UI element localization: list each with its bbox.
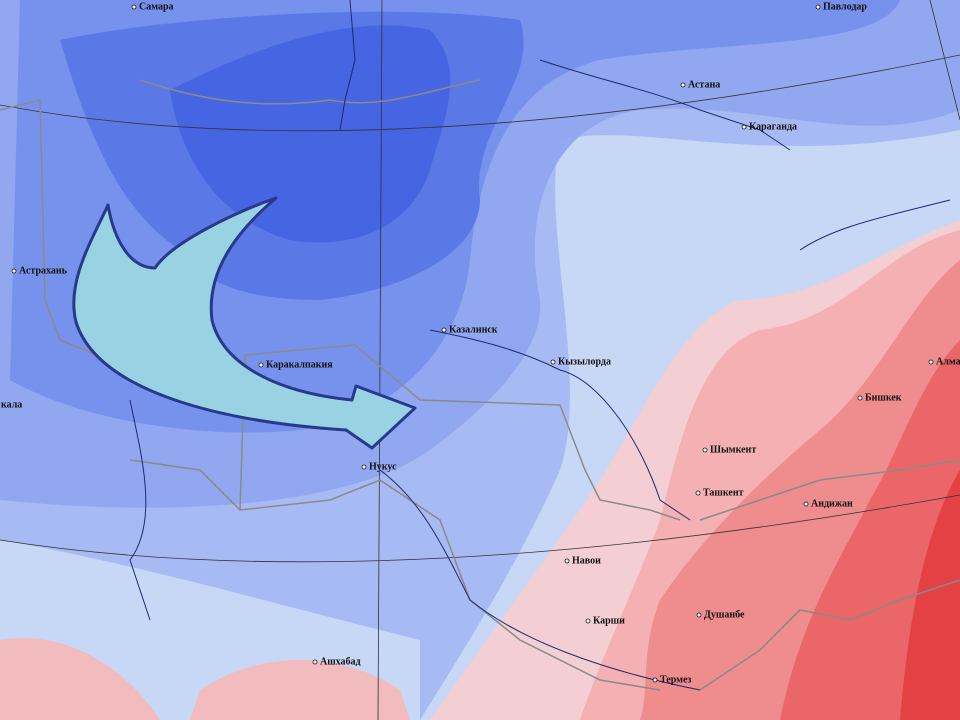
river-line bbox=[799, 199, 951, 251]
city-marker bbox=[585, 618, 591, 624]
city-marker bbox=[652, 677, 658, 683]
city-marker bbox=[11, 268, 17, 274]
border-line bbox=[129, 459, 661, 691]
city-marker bbox=[312, 659, 318, 665]
city-label: Караганда bbox=[749, 121, 797, 132]
city-label: Самара bbox=[139, 1, 174, 12]
temperature-band bbox=[170, 25, 451, 243]
border-line bbox=[699, 579, 960, 691]
city-label: Андижан bbox=[811, 498, 853, 509]
temperature-band bbox=[190, 660, 410, 720]
graticule-line bbox=[0, 494, 960, 563]
city-marker bbox=[702, 447, 708, 453]
river-line bbox=[539, 59, 791, 151]
border-line bbox=[699, 459, 960, 521]
city-label: Бишкек bbox=[865, 392, 902, 403]
city-marker bbox=[803, 501, 809, 507]
river-line bbox=[129, 399, 151, 621]
city-label: Астана bbox=[688, 79, 720, 90]
cities: Самара Павлодар Астана Караганда Астрахань ка… bbox=[1, 1, 960, 685]
city-marker bbox=[696, 612, 702, 618]
border-line bbox=[139, 79, 481, 105]
city-label: Навои bbox=[572, 555, 601, 566]
city-label: кала bbox=[1, 399, 22, 410]
river-line bbox=[379, 469, 701, 691]
city-marker bbox=[361, 464, 367, 470]
city-marker bbox=[680, 82, 686, 88]
temperature-band bbox=[0, 638, 160, 720]
graticule-line bbox=[929, 0, 960, 121]
city-label: Карши bbox=[593, 615, 625, 626]
city-label: Кызылорда bbox=[558, 356, 611, 367]
city-label: Шымкент bbox=[710, 444, 756, 455]
city-marker bbox=[695, 490, 701, 496]
border-line bbox=[239, 344, 681, 521]
graticule-line bbox=[377, 0, 383, 720]
city-label: Астрахань bbox=[19, 265, 68, 276]
city-label: Алма bbox=[936, 356, 960, 367]
city-marker bbox=[857, 395, 863, 401]
city-marker bbox=[131, 4, 137, 10]
graticule-line bbox=[0, 54, 960, 132]
city-marker bbox=[928, 359, 934, 365]
city-label: Каракалпакия bbox=[266, 359, 333, 370]
city-marker bbox=[550, 359, 556, 365]
city-label: Нукус bbox=[369, 461, 397, 472]
city-label: Павлодар bbox=[823, 1, 867, 12]
city-marker bbox=[441, 327, 447, 333]
city-marker bbox=[258, 362, 264, 368]
border-line bbox=[0, 99, 111, 361]
river-line bbox=[339, 0, 356, 131]
city-marker bbox=[564, 558, 570, 564]
river-line bbox=[429, 329, 691, 521]
temperature-band bbox=[900, 470, 960, 720]
city-label: Термез bbox=[660, 674, 691, 685]
city-label: Ташкент bbox=[703, 487, 744, 498]
city-marker bbox=[815, 4, 821, 10]
city-label: Ашхабад bbox=[320, 656, 361, 667]
city-marker bbox=[741, 124, 747, 130]
city-label: Казалинск bbox=[449, 324, 498, 335]
flow-arrow bbox=[72, 196, 417, 450]
city-label: Душанбе bbox=[704, 609, 745, 620]
